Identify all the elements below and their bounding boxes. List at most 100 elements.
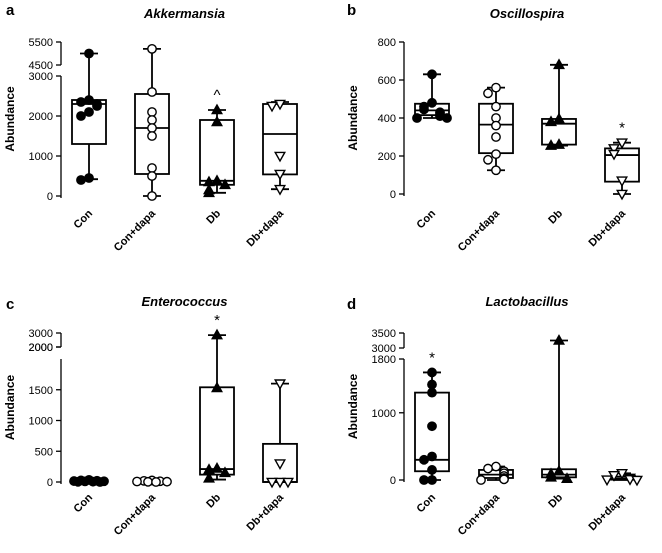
data-point [483,88,493,99]
data-point [553,334,565,345]
data-point [147,131,157,141]
significance-marker: * [429,349,435,366]
y-axis-label: Abundance [346,85,360,151]
panel-title: Akkermansia [143,6,225,21]
y-tick-label: 600 [378,75,396,87]
data-point [132,476,142,487]
data-point [211,115,223,127]
y-tick-label: 2000 [29,111,53,123]
data-point [553,58,565,70]
x-category-label: Con+dapa [456,207,503,254]
data-point [601,475,613,487]
data-point [499,474,509,485]
data-point [419,454,429,465]
x-category-label: Db+dapa [587,491,629,533]
data-point [427,379,437,390]
panel-title: Enterococcus [142,294,228,309]
data-point [147,44,157,54]
data-point [147,191,157,201]
y-tick-label: 500 [35,446,53,458]
y-tick-label: 800 [378,37,396,49]
data-point [151,477,161,487]
data-point [84,107,94,117]
panel-letter: d [347,296,356,313]
data-point [491,461,501,472]
data-point [427,387,437,398]
data-point [274,99,286,111]
data-point [427,421,437,432]
y-tick-label: 0 [390,189,396,201]
data-point [427,451,437,462]
data-point [616,176,628,188]
y-tick-label: 3000 [29,71,53,83]
data-point [553,138,565,149]
data-point [545,470,557,482]
panel-letter: b [347,2,356,19]
x-category-label: Db [546,207,565,226]
data-point [427,97,437,108]
data-point [491,149,501,160]
data-point [491,101,501,112]
data-point [608,149,620,161]
y-tick-label: 200 [378,151,396,163]
data-point [203,186,215,198]
data-point [427,465,437,475]
data-point [203,471,215,483]
x-category-label: Db [546,491,565,510]
data-point [419,104,429,115]
y-axis-label: Abundance [3,375,17,441]
data-point [545,139,557,150]
data-point [274,184,286,196]
panel-c-enterococcus: c EnterococcusAbundance050010001500200020… [3,294,298,538]
data-point [147,123,157,133]
data-point [476,475,486,485]
y-tick-label: 1000 [372,408,396,420]
x-category-label: Db+dapa [245,207,287,249]
data-point [266,477,278,489]
data-point [491,82,501,93]
significance-marker: * [214,312,220,329]
data-point [561,472,573,483]
data-point [616,189,628,201]
data-point [219,466,231,478]
data-point [545,115,557,127]
y-tick-label: 1500 [29,385,53,397]
y-tick-label: 0 [390,475,396,487]
x-category-label: Con+dapa [456,491,503,538]
data-point [211,174,223,186]
data-point [274,151,286,163]
y-tick-label: 1800 [372,354,396,366]
data-point [147,163,157,173]
y-tick-label: 0 [47,477,53,489]
data-point [266,101,278,113]
y-tick-label: 1000 [29,416,53,428]
x-category-label: Db+dapa [245,491,287,533]
x-category-label: Con+dapa [112,491,159,538]
data-point [608,144,620,155]
data-point [76,111,86,121]
data-point [483,463,493,474]
panel-letter: c [6,296,14,313]
data-point [211,381,223,393]
data-point [84,48,94,59]
data-point [274,169,286,181]
significance-marker: * [619,120,625,137]
y-axis-label: Abundance [346,374,360,440]
data-point [95,477,105,487]
data-point [491,165,501,176]
data-point [274,477,286,489]
x-category-label: Con [415,491,439,515]
y-tick-label: 0 [47,191,53,203]
y-tick-label: 2000 [29,342,53,354]
panel-letter: a [6,2,15,19]
data-point [219,178,231,190]
data-point [483,154,493,165]
y-tick-label: 3000 [372,343,396,355]
data-point [147,87,157,97]
data-point [143,476,153,487]
data-point [84,95,94,105]
data-point [211,328,223,340]
data-point [491,120,501,131]
